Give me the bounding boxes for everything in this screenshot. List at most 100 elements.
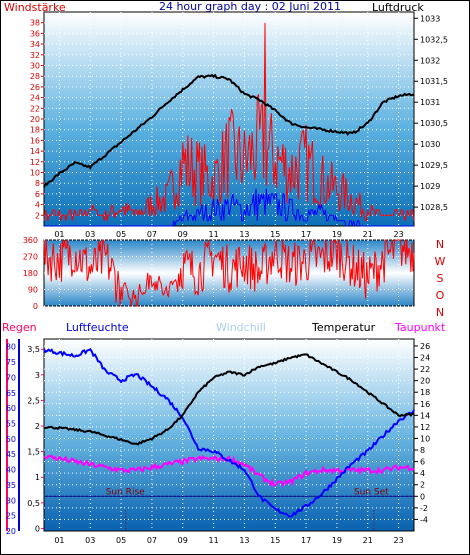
panel-rhtemp-axes: 00,511,522,533,5202530354045505560657075… — [6, 339, 430, 545]
x-tick-label: 15 — [270, 536, 280, 545]
y-right-tick-label: 1029 — [420, 182, 440, 191]
y-right-tick-label: 1030,5 — [420, 119, 448, 128]
temperature-tick-label: -4 — [420, 515, 428, 524]
x-tick-label: 01 — [54, 536, 64, 545]
sun-rise-label: Sun Rise — [106, 487, 145, 497]
wind-direction-line — [43, 238, 415, 307]
y-left-tick-label: 22 — [30, 104, 40, 113]
panel-rain-humidity-temperature: Sun Rise Sun Set 0 0,5 1 1,5 2 2,5 3 3,5 20 25 30 3… — [6, 338, 430, 545]
dewpoint-line — [43, 454, 415, 488]
rain-tick-label: 0,5 — [27, 499, 40, 508]
rain-tick-label: 2 — [35, 422, 40, 431]
humidity-tick-label: 40 — [6, 466, 16, 475]
legend-windchill: Windchill — [216, 321, 266, 334]
x-tick-label: 03 — [85, 230, 95, 239]
temperature-tick-label: 8 — [420, 446, 425, 455]
y-left-tick-label: 6 — [35, 190, 40, 199]
y-left-tick-label: 14 — [30, 147, 40, 156]
x-tick-label: 17 — [301, 230, 311, 239]
y-left-tick-label: 8 — [35, 179, 40, 188]
x-tick-label: 03 — [85, 536, 95, 545]
sun-set-label: Sun Set — [354, 487, 389, 497]
legend-regen: Regen — [2, 321, 37, 334]
wind-direction-letter: S — [437, 272, 444, 285]
y-left-tick-label: 16 — [30, 136, 40, 145]
wind-speed-series — [43, 22, 415, 222]
temperature-tick-label: 6 — [420, 458, 425, 467]
x-tick-label: 07 — [147, 230, 157, 239]
humidity-tick-label: 35 — [6, 481, 16, 490]
x-tick-label: 07 — [147, 536, 157, 545]
rain-tick-label: 2,5 — [27, 396, 40, 405]
header-left-label: Windstärke — [4, 1, 66, 14]
y-dir-tick-label: 90 — [28, 286, 38, 295]
pressure-line — [43, 73, 415, 188]
y-left-tick-label: 18 — [30, 126, 40, 135]
temperature-tick-label: 0 — [420, 492, 425, 501]
y-left-tick-label: 38 — [30, 19, 40, 28]
temperature-tick-label: 12 — [420, 423, 430, 432]
x-tick-label: 23 — [393, 536, 403, 545]
y-left-tick-label: 28 — [30, 72, 40, 81]
y-right-tick-label: 1032,5 — [420, 35, 448, 44]
x-tick-label: 15 — [270, 230, 280, 239]
y-left-tick-label: 2 — [35, 211, 40, 220]
y-dir-tick-label: 0 — [33, 302, 38, 311]
panel-wind-pressure-axes: 24681012141618202224262830323436381028,5… — [30, 14, 448, 239]
wind-direction-letter: W — [435, 255, 446, 268]
humidity-tick-label: 65 — [6, 389, 16, 398]
temperature-tick-label: 24 — [420, 354, 430, 363]
y-left-tick-label: 30 — [30, 62, 40, 71]
wind-speed-line — [43, 22, 415, 222]
y-left-tick-label: 34 — [30, 40, 40, 49]
temperature-tick-label: 18 — [420, 388, 430, 397]
y-dir-tick-label: 180 — [23, 269, 38, 278]
temperature-line — [43, 353, 414, 446]
x-tick-label: 21 — [363, 536, 373, 545]
temperature-tick-label: 20 — [420, 377, 430, 386]
legend-luftfeuchte: Luftfeuchte — [66, 321, 129, 334]
y-dir-tick-label: 360 — [23, 236, 38, 245]
x-tick-label: 13 — [239, 230, 249, 239]
humidity-tick-label: 80 — [6, 343, 16, 352]
x-tick-label: 11 — [208, 536, 218, 545]
temperature-tick-label: 22 — [420, 365, 430, 374]
wind-gust-line — [44, 188, 414, 227]
x-tick-label: 17 — [301, 536, 311, 545]
temperature-tick-label: 16 — [420, 400, 430, 409]
temperature-tick-label: 4 — [420, 469, 425, 478]
wind-direction-letter: N — [436, 306, 444, 319]
panel-wind-direction-axes: 0 90 180 270 360 — [23, 236, 38, 311]
rain-tick-label: 1,5 — [27, 448, 40, 457]
wind-direction-letter: N — [436, 238, 444, 251]
y-left-tick-label: 24 — [30, 94, 40, 103]
rain-tick-label: 0 — [35, 524, 40, 533]
humidity-tick-label: 30 — [6, 496, 16, 505]
temperature-tick-label: 26 — [420, 342, 430, 351]
humidity-tick-label: 25 — [6, 512, 16, 521]
y-right-tick-label: 1032 — [420, 56, 440, 65]
y-right-tick-label: 1033 — [420, 14, 440, 23]
x-tick-label: 19 — [332, 230, 342, 239]
temperature-tick-label: 14 — [420, 411, 430, 420]
wind-direction-letter: O — [436, 289, 445, 302]
wind-gust-series — [44, 188, 414, 227]
x-tick-label: 21 — [363, 230, 373, 239]
temperature-tick-label: -2 — [420, 504, 428, 513]
humidity-line — [43, 348, 415, 518]
rain-tick-label: 3 — [35, 371, 40, 380]
x-tick-label: 09 — [178, 536, 188, 545]
x-tick-label: 05 — [116, 230, 126, 239]
y-left-tick-label: 20 — [30, 115, 40, 124]
header-right-label: Luftdruck — [372, 1, 424, 14]
y-right-tick-label: 1031 — [420, 98, 440, 107]
y-right-tick-label: 1030 — [420, 140, 440, 149]
y-left-tick-label: 36 — [30, 29, 40, 38]
humidity-tick-label: 45 — [6, 450, 16, 459]
panel-rain-humidity-temperature-bg — [43, 338, 415, 532]
header-title: 24 hour graph day : 02 Juni 2011 — [159, 0, 341, 13]
rain-tick-label: 3,5 — [27, 345, 40, 354]
rain-tick-label: 1 — [35, 473, 40, 482]
